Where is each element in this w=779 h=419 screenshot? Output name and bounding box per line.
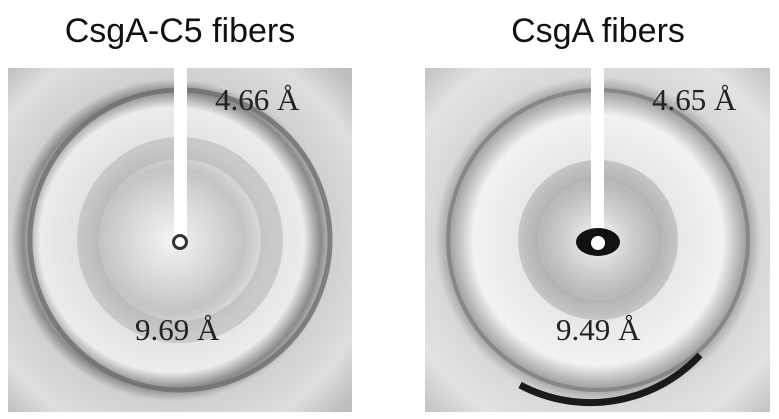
ring-label: 4.65 Å <box>652 82 737 117</box>
panel-right: CsgA fibers 4.65 Å 9.49 Å <box>425 12 770 412</box>
ring-label: 9.49 Å <box>556 312 641 347</box>
diffraction-image <box>8 68 352 412</box>
panel-title: CsgA fibers <box>511 12 685 50</box>
ring-label: 4.66 Å <box>215 82 300 117</box>
panel-left: CsgA-C5 fibers 4.66 Å 9.69 Å <box>8 12 352 412</box>
diffraction-image <box>425 68 770 412</box>
panel-title: CsgA-C5 fibers <box>65 12 296 50</box>
ring-label: 9.69 Å <box>135 312 220 347</box>
figure: CsgA-C5 fibers 4.66 Å 9.69 Å CsgA fibers… <box>0 0 779 419</box>
